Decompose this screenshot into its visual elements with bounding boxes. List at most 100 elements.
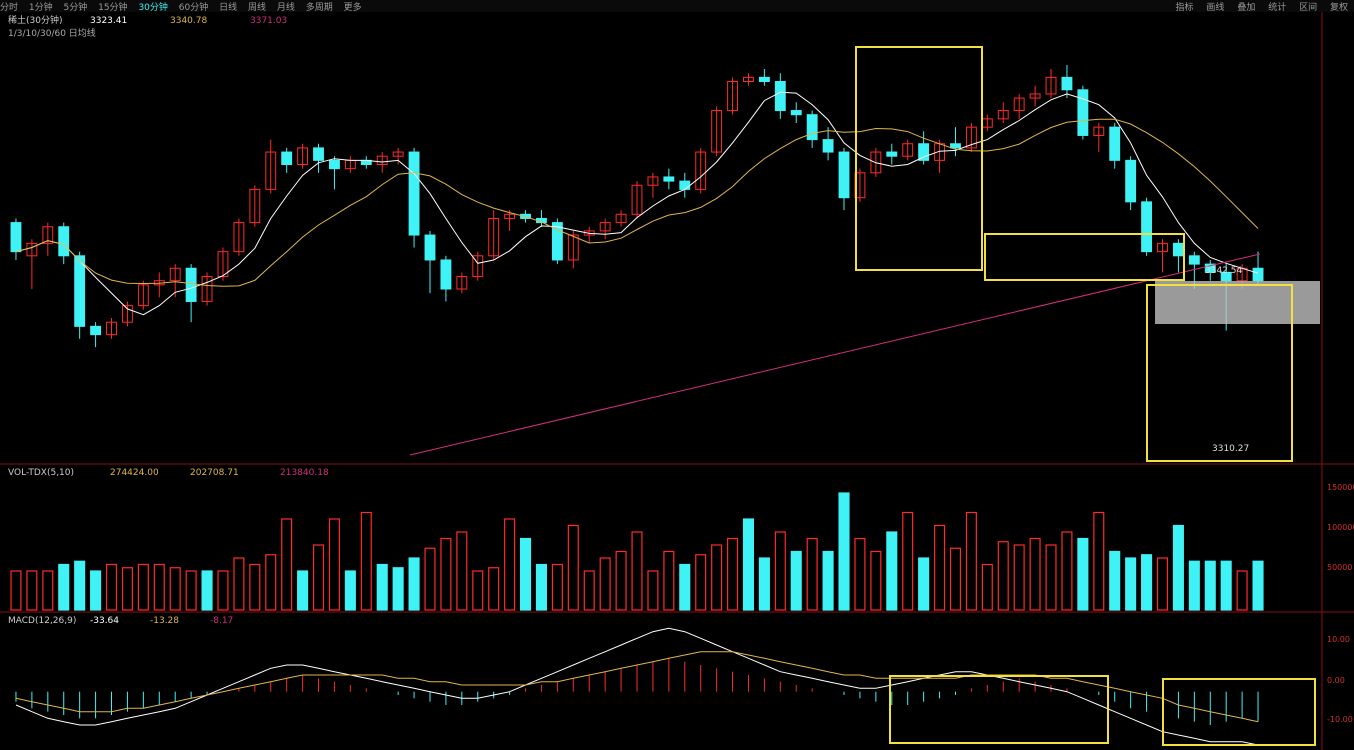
volume-bar bbox=[806, 537, 818, 611]
volume-bar bbox=[551, 563, 563, 611]
volume-bar bbox=[1156, 557, 1169, 611]
tool-item[interactable]: 区间 bbox=[1299, 3, 1318, 13]
period-tab[interactable]: 30分钟 bbox=[138, 3, 168, 13]
macd-dea: -13.28 bbox=[150, 616, 179, 626]
candle bbox=[1252, 267, 1264, 282]
highlight-box bbox=[984, 233, 1185, 281]
candle bbox=[1141, 201, 1153, 253]
period-tab[interactable]: 月线 bbox=[276, 3, 295, 13]
volume-bar bbox=[1141, 554, 1153, 611]
candle bbox=[10, 222, 22, 253]
volume-bar bbox=[1093, 511, 1105, 611]
period-tab[interactable]: 多周期 bbox=[305, 3, 333, 13]
candle bbox=[249, 188, 261, 224]
period-tab[interactable]: 5分钟 bbox=[63, 3, 88, 13]
volume-bar bbox=[504, 518, 516, 611]
vol-ma5: 202708.71 bbox=[190, 468, 239, 478]
volume-bar bbox=[1252, 560, 1264, 611]
tool-item[interactable]: 指标 bbox=[1175, 3, 1194, 13]
volume-bar bbox=[58, 563, 70, 611]
candle bbox=[965, 126, 977, 149]
ma5-line bbox=[15, 91, 1259, 316]
volume-bar bbox=[1061, 531, 1073, 611]
volume-bar bbox=[934, 524, 946, 611]
period-tab[interactable]: 60分钟 bbox=[178, 3, 209, 13]
volume-bar bbox=[965, 511, 977, 611]
volume-bar bbox=[742, 518, 755, 611]
candle bbox=[217, 251, 229, 278]
macd-axis: 0.00 bbox=[1327, 676, 1345, 685]
candle bbox=[1061, 76, 1073, 91]
volume-bar bbox=[424, 547, 436, 611]
tool-item[interactable]: 复权 bbox=[1329, 3, 1348, 13]
candle bbox=[169, 267, 181, 282]
macd-dif: -33.64 bbox=[90, 616, 119, 626]
candle bbox=[313, 147, 324, 161]
volume-bar bbox=[472, 570, 484, 611]
ma-row: 1/3/10/30/60 日均线 bbox=[8, 27, 96, 39]
candle bbox=[233, 222, 245, 253]
volume-bar bbox=[727, 537, 739, 611]
volume-bar bbox=[1125, 557, 1137, 611]
vol-axis: 150000 bbox=[1327, 483, 1354, 492]
volume-bar bbox=[1077, 537, 1089, 611]
candle bbox=[408, 151, 420, 236]
volume-bar bbox=[838, 492, 850, 611]
macd-axis: 10.00 bbox=[1327, 635, 1350, 644]
period-tab[interactable]: 周线 bbox=[247, 3, 266, 13]
candle bbox=[790, 110, 802, 116]
macd-dif-line bbox=[15, 627, 1259, 746]
candle bbox=[1077, 89, 1089, 136]
period-tab[interactable]: 1分钟 bbox=[28, 3, 53, 13]
candle bbox=[90, 325, 102, 336]
candle bbox=[1157, 242, 1168, 253]
volume-bar bbox=[679, 563, 691, 611]
volume-bar bbox=[281, 518, 293, 611]
candle bbox=[806, 114, 818, 141]
macd-label: MACD(12,26,9) bbox=[8, 616, 76, 626]
volume-bar bbox=[790, 550, 802, 611]
period-tab[interactable]: 日线 bbox=[219, 3, 238, 13]
candle bbox=[918, 143, 930, 161]
volume-bar bbox=[519, 537, 532, 611]
volume-panel: VOL-TDX(5,10) 274424.00 202708.71 213840… bbox=[8, 468, 1354, 611]
candle bbox=[567, 234, 579, 261]
candle bbox=[1125, 159, 1137, 203]
volume-bar bbox=[1204, 560, 1216, 611]
candle bbox=[758, 76, 770, 82]
volume-bar bbox=[360, 511, 372, 611]
tool-item[interactable]: 画线 bbox=[1206, 3, 1225, 13]
candle bbox=[679, 180, 691, 190]
candle bbox=[743, 76, 754, 82]
volume-bar bbox=[997, 541, 1009, 611]
volume-bar bbox=[408, 557, 420, 611]
candle bbox=[599, 222, 611, 232]
highlight-box bbox=[1146, 284, 1293, 462]
volume-bar bbox=[949, 547, 962, 611]
tool-item[interactable]: 统计 bbox=[1268, 3, 1287, 13]
period-tab[interactable]: 15分钟 bbox=[98, 3, 128, 13]
period-tab[interactable]: 更多 bbox=[343, 3, 362, 13]
candle bbox=[440, 259, 452, 290]
candle bbox=[424, 234, 436, 261]
volume-bar bbox=[456, 531, 468, 611]
candle bbox=[822, 139, 834, 153]
volume-bar bbox=[822, 550, 834, 611]
tool-item[interactable]: 叠加 bbox=[1237, 3, 1256, 13]
candle bbox=[950, 143, 961, 149]
candle bbox=[137, 284, 149, 307]
volume-bar bbox=[185, 570, 197, 611]
candle bbox=[26, 242, 38, 257]
period-tab[interactable]: 分时 bbox=[0, 3, 19, 13]
volume-bar bbox=[758, 557, 770, 611]
volume-bar bbox=[711, 544, 723, 611]
price-panel: 3342.54 3310.27 稀土(30分钟) 3323.41 3340.78… bbox=[8, 14, 1320, 462]
candle bbox=[1029, 93, 1041, 99]
ma5-value: 3323.41 bbox=[90, 16, 127, 26]
volume-bar bbox=[615, 550, 627, 611]
candle bbox=[583, 230, 595, 236]
macd-panel: MACD(12,26,9) -33.64 -13.28 -8.17 10.00 … bbox=[8, 616, 1353, 746]
volume-bar bbox=[902, 511, 914, 611]
volume-bar bbox=[169, 567, 181, 611]
volume-bar bbox=[567, 524, 579, 611]
